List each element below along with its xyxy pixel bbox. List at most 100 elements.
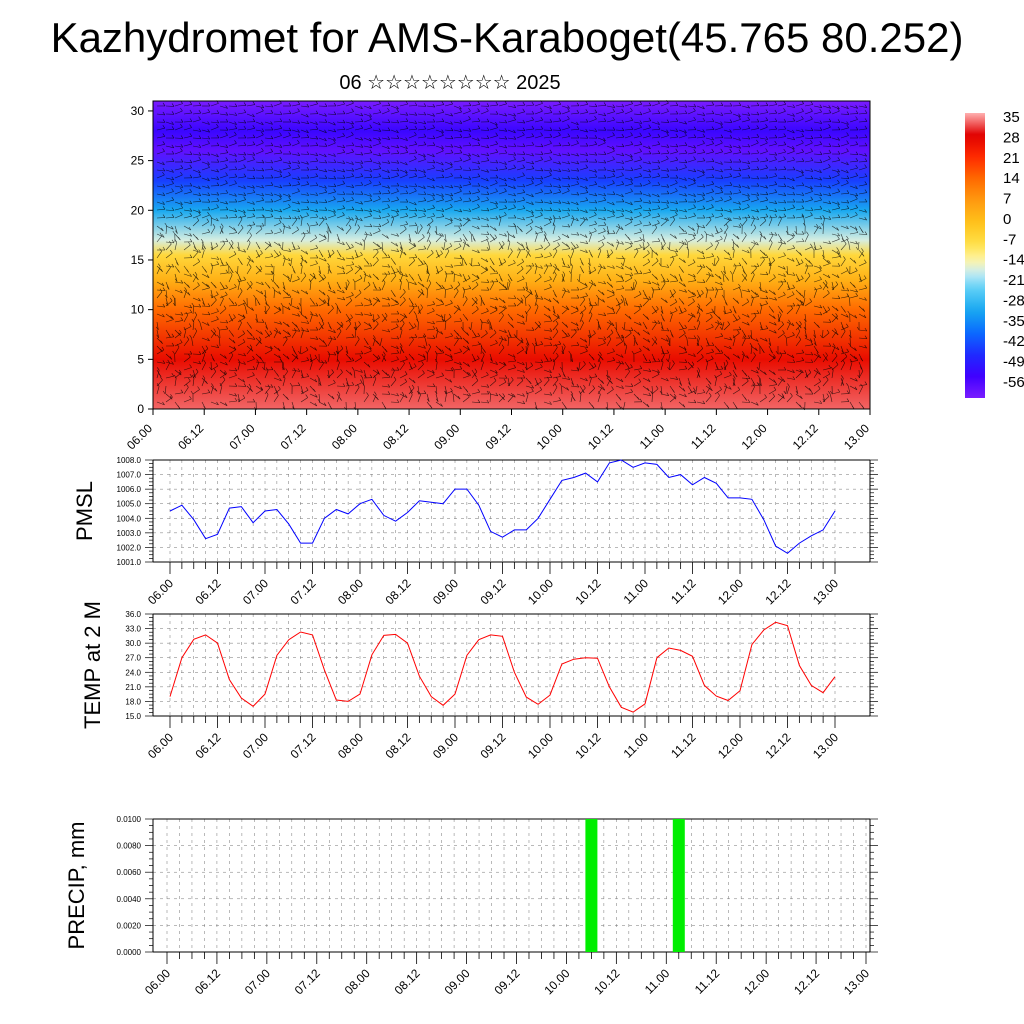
wind-barb: [183, 167, 192, 171]
wind-barb-flag: [576, 102, 580, 106]
wind-barb: [237, 313, 246, 318]
wind-barb: [290, 297, 293, 306]
wind-barb-flag: [702, 129, 705, 133]
wind-barb-flag: [450, 270, 454, 274]
wind-barb-flag: [770, 350, 773, 354]
wind-barb-flag: [716, 256, 720, 260]
wind-barb: [507, 297, 517, 299]
wind-barb: [381, 315, 388, 323]
wind-barb-flag: [259, 265, 263, 269]
wind-barb: [417, 169, 426, 173]
wind-barb-flag: [846, 124, 849, 128]
wind-barb: [597, 217, 606, 221]
wind-barb: [300, 266, 303, 275]
wind-barb-flag: [535, 294, 539, 298]
wind-barb-flag: [630, 132, 633, 136]
wind-barb-flag: [655, 276, 658, 280]
wind-barb: [210, 226, 216, 235]
wind-barb-flag: [412, 257, 416, 261]
wind-barb-flag: [648, 193, 651, 197]
wind-barb: [552, 134, 561, 139]
wind-barb: [336, 161, 345, 164]
wind-barb-flag: [846, 111, 850, 115]
wind-barb: [525, 250, 530, 259]
wind-barb: [687, 328, 696, 331]
wind-barb: [300, 289, 308, 295]
wind-barb-flag: [545, 237, 548, 242]
wind-barb: [822, 105, 831, 109]
wind-barb: [444, 152, 453, 155]
wind-barb: [858, 184, 867, 187]
wind-barb: [165, 199, 174, 203]
wind-barb: [390, 337, 399, 340]
wind-barb: [237, 153, 246, 156]
wind-barb: [363, 113, 372, 117]
wind-barb-flag: [720, 185, 723, 190]
wind-barb-flag: [612, 290, 615, 294]
wind-barb-flag: [358, 289, 362, 293]
wind-barb-flag: [338, 253, 342, 258]
wind-barb: [561, 345, 564, 354]
wind-barb-flag: [667, 246, 670, 251]
wind-barb: [597, 185, 606, 189]
wind-barb: [453, 273, 462, 277]
wind-barb-flag: [198, 211, 201, 216]
wind-barb-flag: [864, 164, 867, 168]
wind-barb-flag: [629, 329, 632, 334]
wind-barb-flag: [648, 108, 651, 112]
wind-barb: [516, 175, 525, 179]
wind-barb-flag: [502, 299, 506, 304]
wind-barb-flag: [294, 216, 298, 220]
wind-barb: [777, 201, 786, 204]
wind-barb: [588, 338, 591, 347]
wind-barb-flag: [864, 209, 867, 213]
wind-barb-flag: [366, 341, 369, 345]
wind-barb-flag: [630, 126, 634, 130]
wind-barb-flag: [697, 311, 701, 315]
wind-barb: [831, 331, 837, 339]
wind-barb-flag: [754, 265, 757, 269]
wind-barb-flag: [414, 183, 418, 187]
wind-barb: [831, 305, 839, 312]
wind-barb-flag: [264, 310, 267, 315]
wind-barb: [831, 174, 840, 179]
wind-barb: [498, 145, 507, 149]
wind-barb-flag: [459, 196, 463, 201]
wind-barb-flag: [239, 278, 242, 282]
wind-barb: [282, 353, 290, 360]
wind-barb-flag: [314, 234, 318, 238]
wind-barb-flag: [198, 144, 202, 148]
wind-barb-flag: [432, 118, 436, 123]
wind-barb-flag: [855, 204, 858, 208]
wind-barb-flag: [808, 260, 812, 264]
wind-barb-flag: [711, 118, 715, 122]
wind-barb-flag: [846, 175, 850, 179]
wind-barb: [244, 306, 248, 315]
wind-barb: [831, 169, 840, 173]
wind-barb-flag: [565, 324, 569, 328]
wind-barb-flag: [233, 346, 237, 350]
wind-barb: [435, 193, 444, 197]
wind-barb: [426, 161, 436, 164]
wind-barb: [534, 209, 543, 212]
wind-barb: [174, 242, 177, 251]
wind-barb-flag: [657, 159, 661, 164]
wind-barb-flag: [432, 103, 436, 108]
wind-barb: [597, 238, 606, 243]
wind-barb: [219, 201, 228, 205]
wind-barb-flag: [630, 167, 634, 171]
wind-barb: [804, 169, 813, 172]
wind-barb: [561, 305, 570, 311]
wind-barb-flag: [864, 297, 867, 301]
wind-barb-flag: [513, 192, 516, 197]
wind-barb: [579, 345, 588, 348]
wind-barb: [228, 143, 237, 147]
wind-barb: [579, 177, 588, 181]
wind-barb: [201, 185, 210, 189]
wind-barb-flag: [585, 217, 588, 221]
wind-barb: [795, 278, 804, 283]
wind-barb: [444, 175, 453, 179]
wind-barb: [777, 193, 786, 196]
wind-barb: [345, 176, 354, 179]
wind-barb-flag: [234, 158, 238, 163]
